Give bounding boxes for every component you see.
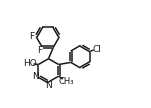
Text: CH₃: CH₃ [58, 77, 74, 86]
Text: N: N [45, 81, 52, 90]
Text: Cl: Cl [92, 45, 101, 54]
Text: F: F [30, 32, 35, 41]
Text: HO: HO [23, 59, 36, 68]
Text: N: N [32, 72, 39, 81]
Text: F: F [37, 46, 42, 55]
